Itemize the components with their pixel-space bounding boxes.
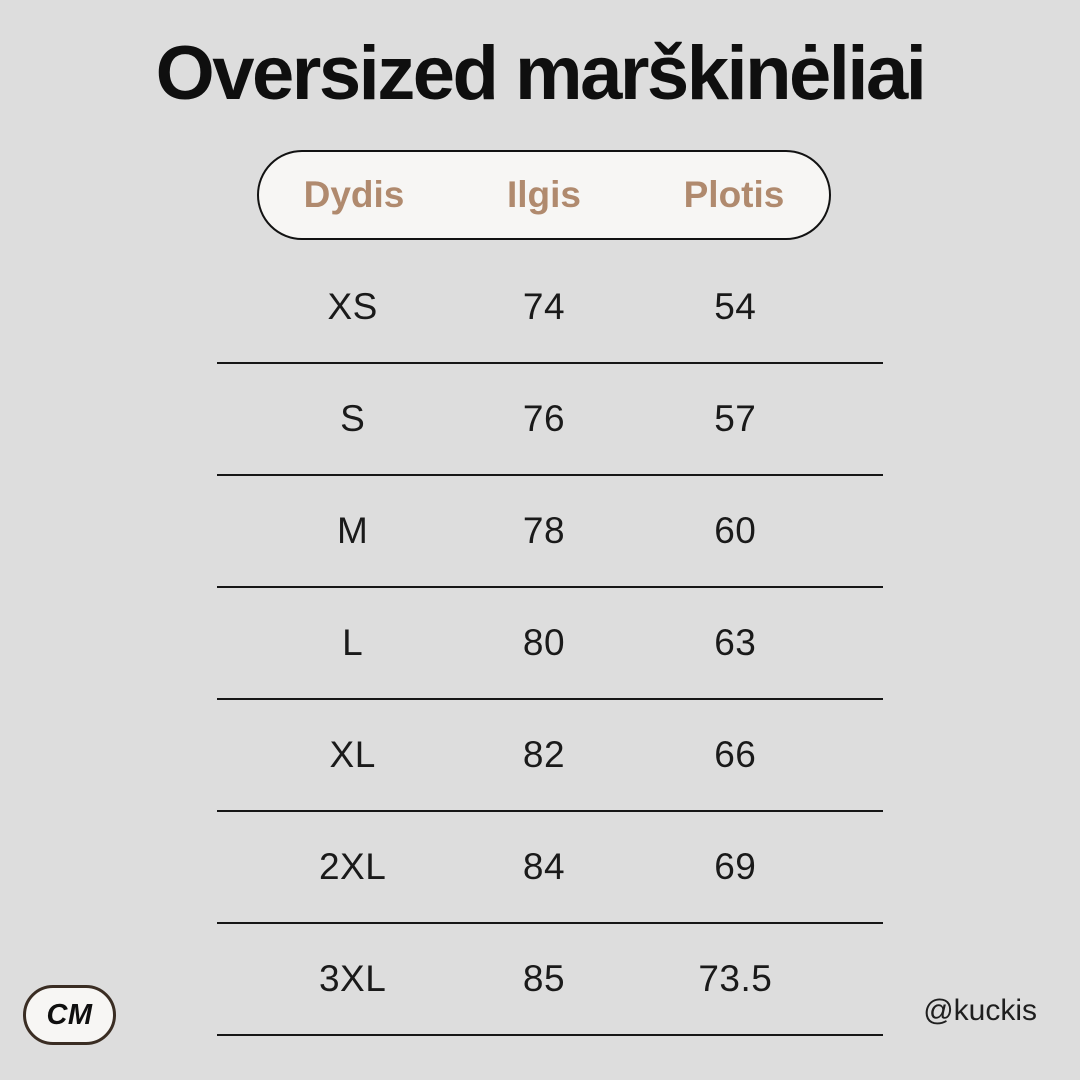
cell-width: 73.5 [698,958,773,999]
cell-length: 84 [522,846,566,887]
cell-width: 63 [714,622,757,663]
cell-size: XL [329,734,376,775]
cell-size: 2XL [318,846,387,887]
table-row: M 78 60 [217,476,883,588]
cell-width: 66 [714,734,757,775]
column-header-ilgis: Ilgis [506,174,582,215]
table-rows: XS 74 54 S 76 57 M 78 60 L 80 63 XL 82 6… [217,252,883,1036]
cell-length: 74 [522,286,566,327]
cell-width: 54 [714,286,757,327]
cell-width: 57 [714,398,757,439]
cell-size: XS [327,286,378,327]
size-chart: Dydis Ilgis Plotis XS 74 54 S 76 57 M 78… [217,150,883,1036]
cell-size: M [337,510,369,551]
cell-length: 78 [522,510,566,551]
cell-size: 3XL [318,958,387,999]
table-row: XS 74 54 [217,252,883,364]
credit-handle: @kuckis [923,994,1037,1027]
cell-width: 69 [714,846,757,887]
cell-length: 85 [522,958,566,999]
table-row: 2XL 84 69 [217,812,883,924]
table-row: XL 82 66 [217,700,883,812]
table-header-pill: Dydis Ilgis Plotis [257,150,831,240]
page-title: Oversized marškinėliai [155,31,927,116]
unit-badge: CM [23,985,116,1045]
column-header-dydis: Dydis [303,174,405,215]
table-row: L 80 63 [217,588,883,700]
cell-length: 80 [522,622,566,663]
cell-length: 82 [522,734,566,775]
column-header-plotis: Plotis [683,174,785,215]
cell-size: S [340,398,366,439]
cell-width: 60 [714,510,757,551]
table-row: 3XL 85 73.5 [217,924,883,1036]
cell-size: L [342,622,364,663]
cell-length: 76 [522,398,566,439]
table-row: S 76 57 [217,364,883,476]
